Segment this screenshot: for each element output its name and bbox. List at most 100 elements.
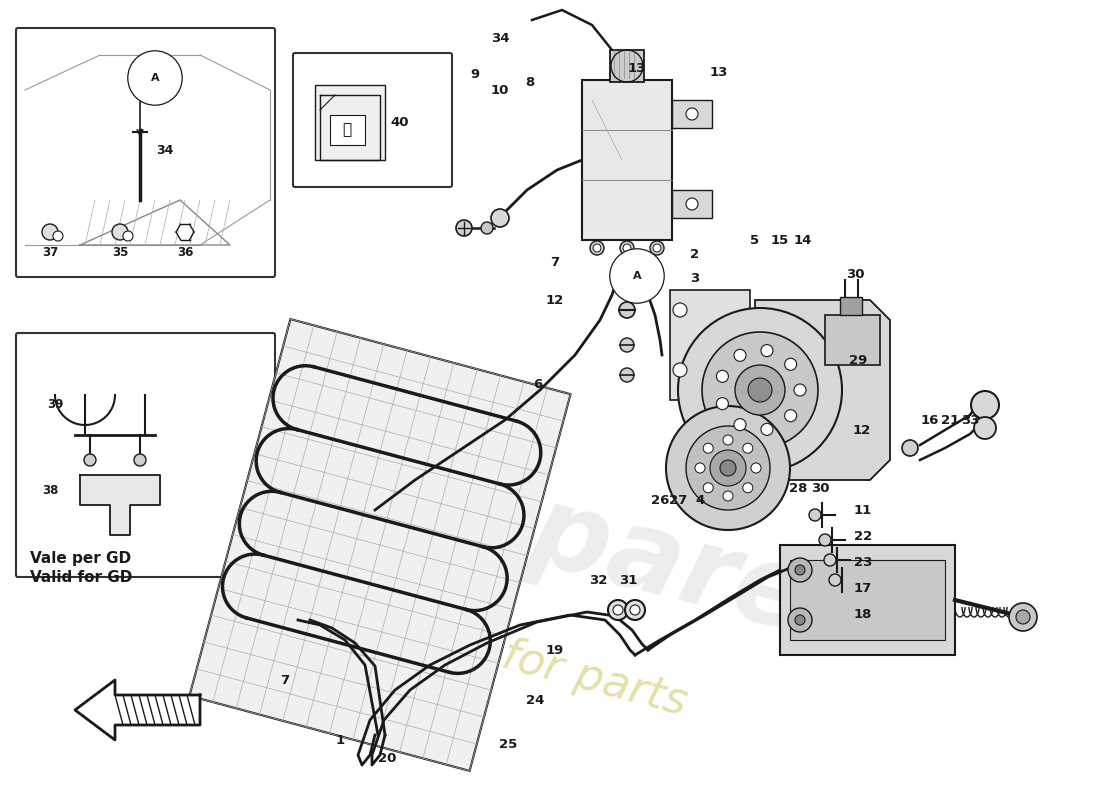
Circle shape xyxy=(686,198,698,210)
Text: 30: 30 xyxy=(846,269,865,282)
Text: 5: 5 xyxy=(750,234,760,246)
Text: eurospares: eurospares xyxy=(180,387,887,673)
Bar xyxy=(582,80,672,240)
Bar xyxy=(315,85,385,160)
Circle shape xyxy=(653,244,661,252)
Text: 9: 9 xyxy=(471,69,480,82)
Bar xyxy=(825,315,880,365)
Circle shape xyxy=(673,363,688,377)
Text: 27: 27 xyxy=(669,494,688,506)
Circle shape xyxy=(623,244,631,252)
Circle shape xyxy=(613,605,623,615)
Text: 17: 17 xyxy=(854,582,872,594)
Circle shape xyxy=(134,454,146,466)
Text: 34: 34 xyxy=(491,31,509,45)
Circle shape xyxy=(673,303,688,317)
Circle shape xyxy=(630,605,640,615)
Text: 13: 13 xyxy=(710,66,728,78)
Circle shape xyxy=(742,482,752,493)
Circle shape xyxy=(829,574,842,586)
Text: 31: 31 xyxy=(619,574,637,586)
Circle shape xyxy=(748,378,772,402)
Bar xyxy=(790,560,945,640)
Circle shape xyxy=(666,406,790,530)
Circle shape xyxy=(619,302,635,318)
Circle shape xyxy=(720,460,736,476)
Polygon shape xyxy=(80,475,160,535)
Circle shape xyxy=(742,443,752,454)
Circle shape xyxy=(625,600,645,620)
Text: 25: 25 xyxy=(499,738,517,751)
Text: 36: 36 xyxy=(177,246,194,259)
Text: 32: 32 xyxy=(588,574,607,586)
Text: 23: 23 xyxy=(854,555,872,569)
Text: 38: 38 xyxy=(42,483,58,497)
Text: 11: 11 xyxy=(854,503,872,517)
Circle shape xyxy=(716,370,728,382)
Text: 30: 30 xyxy=(811,482,829,494)
Circle shape xyxy=(788,558,812,582)
Circle shape xyxy=(703,443,713,454)
Circle shape xyxy=(620,368,634,382)
Circle shape xyxy=(84,454,96,466)
Polygon shape xyxy=(670,290,750,400)
Circle shape xyxy=(723,435,733,445)
Text: 20: 20 xyxy=(377,751,396,765)
Circle shape xyxy=(686,426,770,510)
Circle shape xyxy=(123,231,133,241)
Circle shape xyxy=(723,491,733,501)
FancyBboxPatch shape xyxy=(16,333,275,577)
Circle shape xyxy=(716,398,728,410)
Circle shape xyxy=(620,338,634,352)
Text: 14: 14 xyxy=(794,234,812,246)
Circle shape xyxy=(1009,603,1037,631)
Circle shape xyxy=(974,417,996,439)
Text: 7: 7 xyxy=(280,674,289,686)
Bar xyxy=(672,100,712,128)
Circle shape xyxy=(491,209,509,227)
Polygon shape xyxy=(80,200,230,245)
Bar xyxy=(330,115,365,145)
Circle shape xyxy=(53,231,63,241)
Text: 19: 19 xyxy=(546,643,564,657)
Circle shape xyxy=(971,391,999,419)
Text: 7: 7 xyxy=(550,255,560,269)
Circle shape xyxy=(678,308,842,472)
Bar xyxy=(610,50,643,82)
Text: 33: 33 xyxy=(960,414,979,426)
Circle shape xyxy=(650,241,664,255)
Text: a passion for parts: a passion for parts xyxy=(280,575,692,725)
Circle shape xyxy=(112,224,128,240)
Text: 28: 28 xyxy=(789,482,807,494)
Text: 4: 4 xyxy=(695,494,705,506)
Circle shape xyxy=(702,332,818,448)
Text: 37: 37 xyxy=(42,246,58,259)
Circle shape xyxy=(784,410,796,422)
Circle shape xyxy=(795,565,805,575)
Circle shape xyxy=(788,608,812,632)
Text: 12: 12 xyxy=(852,423,871,437)
Circle shape xyxy=(608,600,628,620)
Circle shape xyxy=(902,440,918,456)
Text: 1: 1 xyxy=(336,734,344,746)
Text: A: A xyxy=(151,73,160,83)
Circle shape xyxy=(481,222,493,234)
Text: Vale per GD: Vale per GD xyxy=(30,550,131,566)
Text: 12: 12 xyxy=(546,294,564,306)
Bar xyxy=(840,297,862,315)
Circle shape xyxy=(686,108,698,120)
Text: 34: 34 xyxy=(156,143,174,157)
Text: 22: 22 xyxy=(854,530,872,542)
Text: 10: 10 xyxy=(491,83,509,97)
Circle shape xyxy=(703,482,713,493)
Text: 40: 40 xyxy=(390,115,409,129)
Circle shape xyxy=(590,241,604,255)
Circle shape xyxy=(734,418,746,430)
Text: Valid for GD: Valid for GD xyxy=(30,570,132,586)
Circle shape xyxy=(1016,610,1030,624)
Circle shape xyxy=(734,350,746,362)
Circle shape xyxy=(42,224,58,240)
Text: 35: 35 xyxy=(112,246,129,259)
Text: 13: 13 xyxy=(628,62,646,74)
Circle shape xyxy=(794,384,806,396)
